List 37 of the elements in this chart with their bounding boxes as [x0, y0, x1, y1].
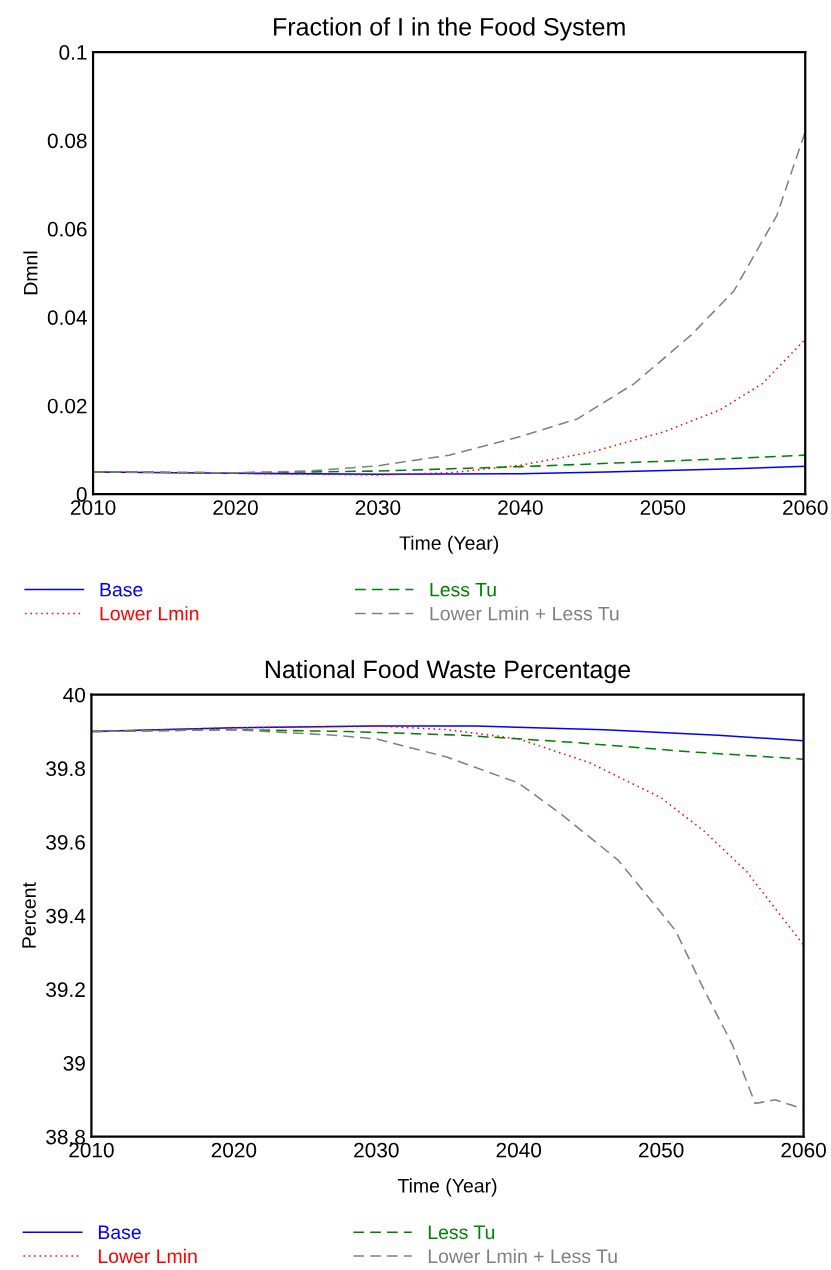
y-tick-label: 40	[63, 687, 86, 703]
x-tick-label: 2060	[781, 1142, 826, 1158]
y-tick-label: 39.2	[46, 982, 85, 998]
x-axis-title: Time (Year)	[399, 535, 499, 554]
y-tick-label: 0.06	[47, 221, 87, 237]
legend-label: Base	[100, 582, 143, 597]
y-tick-label: 39	[63, 1055, 85, 1071]
y-axis-title: Dmnl	[23, 251, 38, 295]
legend-label: Less Tu	[428, 1225, 495, 1240]
chart-title: Fraction of I in the Food System	[274, 17, 625, 41]
x-tick-label: 2030	[354, 1142, 399, 1158]
chart-title: National Food Waste Percentage	[265, 659, 631, 684]
y-tick-label: 0.02	[47, 398, 87, 414]
legend-label: Lower Lmin + Less Tu	[428, 1248, 617, 1264]
y-tick-label: 0	[76, 487, 87, 502]
y-axis-title: Percent	[22, 882, 36, 948]
legend-label: Lower Lmin	[100, 606, 199, 621]
x-tick-label: 2020	[211, 1142, 257, 1158]
x-tick-label: 2010	[70, 500, 116, 515]
x-tick-label: 2020	[213, 500, 258, 515]
y-tick-label: 39.4	[46, 908, 86, 924]
x-tick-label: 2030	[355, 500, 401, 515]
y-tick-label: 0.08	[47, 133, 87, 149]
legend-label: Lower Lmin	[98, 1248, 197, 1264]
x-tick-label: 2040	[498, 500, 543, 515]
legend-label: Less Tu	[430, 582, 496, 597]
x-tick-label: 2040	[496, 1142, 542, 1158]
x-tick-label: 2060	[783, 500, 828, 515]
legend-label: Lower Lmin + Less Tu	[430, 606, 619, 621]
y-tick-label: 39.8	[46, 761, 85, 777]
x-tick-label: 2050	[639, 1142, 684, 1158]
y-tick-label: 0.1	[59, 45, 87, 60]
x-tick-label: 2050	[640, 500, 686, 515]
y-tick-label: 0.04	[47, 310, 87, 325]
legend-label: Base	[98, 1225, 141, 1240]
y-tick-label: 39.6	[46, 835, 85, 850]
x-axis-title: Time (Year)	[397, 1178, 497, 1197]
